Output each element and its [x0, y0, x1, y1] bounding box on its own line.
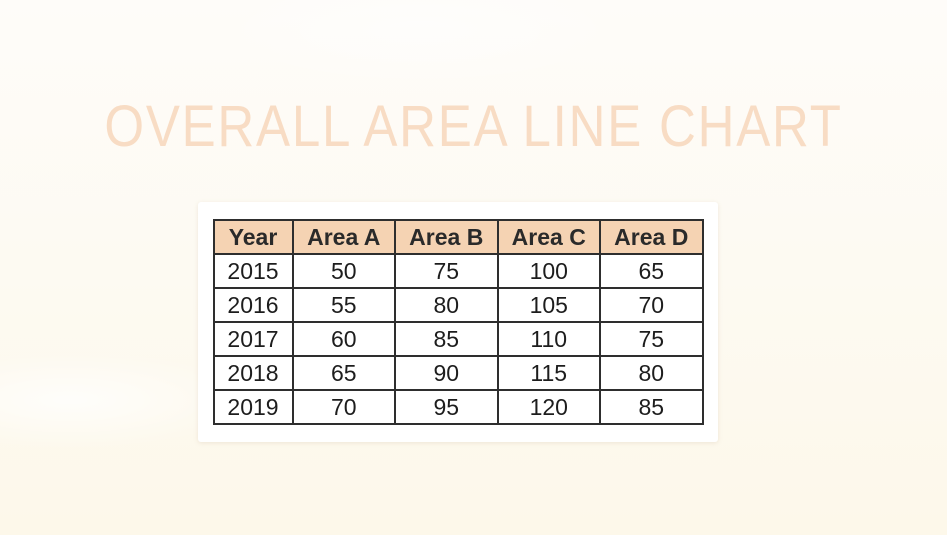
value-cell: 50	[291, 253, 396, 289]
value-cell: 85	[394, 321, 499, 357]
year-cell: 2017	[212, 321, 294, 357]
column-header: Area D	[599, 219, 704, 255]
value-cell: 80	[599, 355, 704, 391]
column-header: Area A	[291, 219, 396, 255]
value-cell: 100	[496, 253, 601, 289]
page-title: OVERALL AREA LINE CHART	[104, 94, 843, 159]
table-row: 2018 65 90 115 80	[212, 355, 704, 391]
year-cell: 2016	[212, 287, 294, 323]
value-cell: 75	[599, 321, 704, 357]
value-cell: 90	[394, 355, 499, 391]
value-cell: 65	[599, 253, 704, 289]
value-cell: 110	[496, 321, 601, 357]
table-body: 2015 50 75 100 65 2016 55 80 105 70 2017 60 85 110 75 2…	[212, 253, 704, 425]
value-cell: 70	[599, 287, 704, 323]
value-cell: 105	[496, 287, 601, 323]
table-header: Year Area A Area B Area C Area D	[212, 219, 704, 255]
table-row: 2016 55 80 105 70	[212, 287, 704, 323]
value-cell: 85	[599, 389, 704, 425]
year-cell: 2018	[212, 355, 294, 391]
data-table: Year Area A Area B Area C Area D 2015 50 75 100…	[212, 219, 704, 425]
year-cell: 2015	[212, 253, 294, 289]
value-cell: 120	[496, 389, 601, 425]
table-card: Year Area A Area B Area C Area D 2015 50 75 100…	[198, 202, 718, 442]
value-cell: 70	[291, 389, 396, 425]
table-row: 2015 50 75 100 65	[212, 253, 704, 289]
value-cell: 80	[394, 287, 499, 323]
column-header: Area B	[394, 219, 499, 255]
table-row: 2017 60 85 110 75	[212, 321, 704, 357]
table-row: 2019 70 95 120 85	[212, 389, 704, 425]
year-cell: 2019	[212, 389, 294, 425]
value-cell: 115	[496, 355, 601, 391]
value-cell: 55	[291, 287, 396, 323]
column-header: Year	[212, 219, 294, 255]
value-cell: 65	[291, 355, 396, 391]
value-cell: 95	[394, 389, 499, 425]
column-header: Area C	[496, 219, 601, 255]
value-cell: 75	[394, 253, 499, 289]
table-header-row: Year Area A Area B Area C Area D	[212, 219, 704, 255]
value-cell: 60	[291, 321, 396, 357]
